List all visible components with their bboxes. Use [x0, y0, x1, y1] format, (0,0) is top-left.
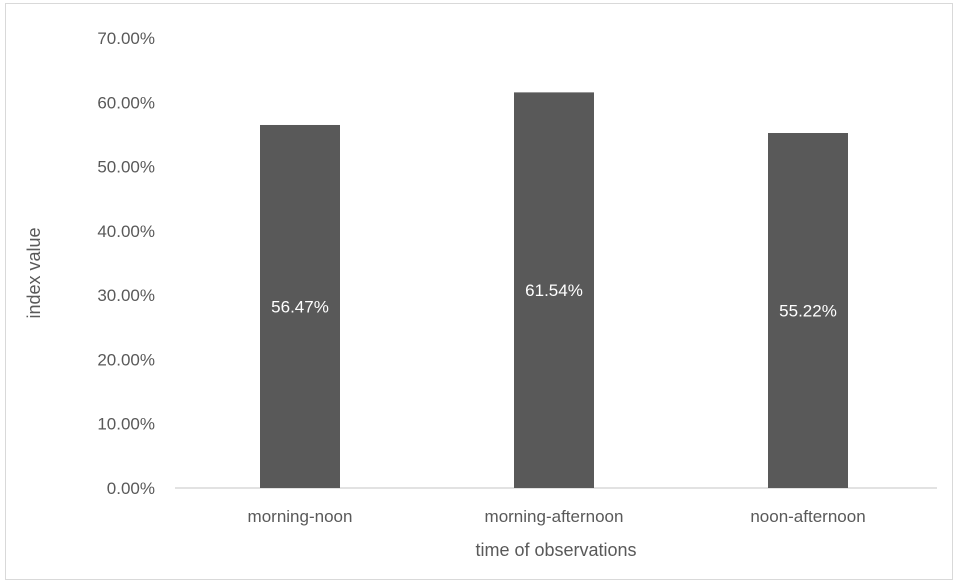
y-axis-title: index value: [24, 227, 44, 318]
bar-morning-noon: [260, 124, 340, 488]
y-tick-label: 60.00%: [97, 93, 155, 112]
bars: 56.47% 61.54% 55.22%: [260, 92, 848, 488]
data-label: 55.22%: [779, 302, 837, 321]
bar-noon-afternoon: [768, 133, 848, 488]
x-axis-categories: morning-noon morning-afternoon noon-aftern…: [248, 507, 866, 526]
y-tick-label: 0.00%: [107, 479, 155, 498]
y-tick-label: 10.00%: [97, 415, 155, 434]
data-label: 56.47%: [271, 297, 329, 316]
y-tick-label: 50.00%: [97, 158, 155, 177]
bar-morning-afternoon: [514, 92, 594, 488]
y-tick-label: 30.00%: [97, 286, 155, 305]
y-axis-ticks: 0.00% 10.00% 20.00% 30.00% 40.00% 50.00% 60.00…: [97, 29, 155, 498]
y-tick-label: 70.00%: [97, 29, 155, 48]
x-axis-title: time of observations: [475, 540, 636, 560]
x-category-label: morning-noon: [248, 507, 353, 526]
data-label: 61.54%: [525, 281, 583, 300]
x-category-label: morning-afternoon: [485, 507, 624, 526]
x-category-label: noon-afternoon: [750, 507, 865, 526]
y-tick-label: 40.00%: [97, 222, 155, 241]
y-tick-label: 20.00%: [97, 350, 155, 369]
